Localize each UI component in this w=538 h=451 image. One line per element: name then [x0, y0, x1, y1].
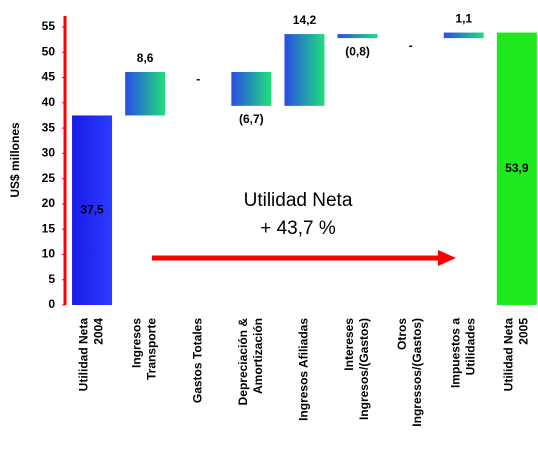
- x-tick-label-line: Transporte: [145, 318, 159, 380]
- y-tick-label: 30: [42, 146, 56, 160]
- x-tick-label-line: Gastos Totales: [190, 318, 204, 403]
- annotation: + 43,7 %: [260, 218, 336, 239]
- y-tick-label: 55: [42, 19, 56, 33]
- annotation: Utilidad Neta: [244, 190, 353, 211]
- arrow-head: [438, 250, 456, 266]
- x-tick-label-line: Otros: [395, 318, 409, 350]
- x-tick-label-line: Ingresos Afiliadas: [297, 318, 311, 421]
- x-tick-label: Depreciación &Amortización: [236, 318, 265, 406]
- y-tick-label: 25: [42, 171, 56, 185]
- value-label: 8,6: [137, 51, 154, 65]
- bar: [443, 32, 484, 39]
- bar: [337, 34, 378, 39]
- x-tick-label-line: Impuestos a: [448, 318, 462, 388]
- y-tick-label: 5: [48, 272, 55, 286]
- y-tick-label: 15: [42, 221, 56, 235]
- value-label: 53,9: [505, 161, 529, 175]
- y-tick-label: 45: [42, 70, 56, 84]
- x-tick-label: Utilidad Neta2005: [502, 318, 531, 392]
- value-label: 1,1: [455, 12, 472, 26]
- x-tick-label-line: Ingressos/(Gastos): [410, 318, 424, 427]
- value-label: 14,2: [293, 13, 317, 27]
- x-tick-label-line: Depreciación &: [236, 318, 250, 406]
- x-tick-label-line: Amortización: [251, 318, 265, 394]
- value-label: -: [196, 72, 200, 86]
- x-tick-label: Utilidad Neta2004: [77, 318, 106, 392]
- x-tick-label-line: Utilidad Neta: [77, 318, 91, 392]
- x-tick-label: Ingresos Afiliadas: [297, 318, 311, 421]
- x-tick-label-line: Ingresos/(Gastos): [357, 318, 371, 420]
- bar: [231, 71, 272, 106]
- x-tick-label-line: Ingresos: [130, 318, 144, 368]
- x-tick-label-line: Utilidades: [463, 318, 477, 376]
- x-tick-label-line: Utilidad Neta: [502, 318, 516, 392]
- x-tick-label-line: 2004: [92, 318, 106, 345]
- bar: [125, 71, 166, 116]
- bar: [72, 115, 113, 305]
- bar: [496, 32, 537, 306]
- y-tick-label: 35: [42, 120, 56, 134]
- y-tick-label: 50: [42, 44, 56, 58]
- x-tick-label: InteresesIngresos/(Gastos): [342, 318, 371, 420]
- value-label: (0,8): [345, 44, 370, 58]
- x-tick-label: Gastos Totales: [190, 318, 204, 403]
- x-tick-label-line: Intereses: [342, 318, 356, 371]
- y-axis-label: US$ millones: [8, 122, 22, 198]
- value-label: 37,5: [80, 202, 104, 216]
- x-tick-label: IngresosTransporte: [130, 318, 159, 380]
- x-tick-label: Impuestos aUtilidades: [448, 318, 477, 388]
- value-label: (6,7): [239, 112, 264, 126]
- y-tick-label: 40: [42, 95, 56, 109]
- y-tick-label: 20: [42, 196, 56, 210]
- value-label: -: [409, 38, 413, 52]
- y-tick-label: 0: [48, 297, 55, 311]
- bar: [284, 34, 325, 106]
- y-tick-label: 10: [42, 247, 56, 261]
- x-tick-label-line: 2005: [517, 318, 531, 345]
- x-tick-label: OtrosIngressos/(Gastos): [395, 318, 424, 427]
